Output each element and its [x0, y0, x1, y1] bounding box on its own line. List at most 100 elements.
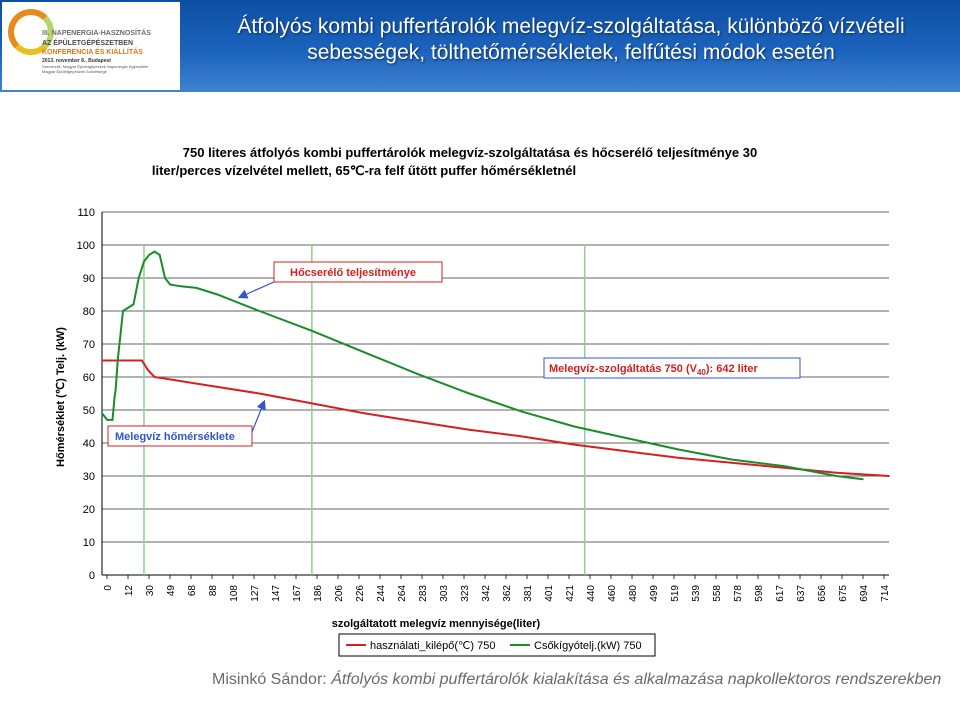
x-axis-ticks: 0 12 30 49 68 88 108 127 147 167 186 206 226 244 264 28… [103, 575, 891, 602]
x-tick-label: 283 [418, 585, 429, 602]
x-tick-label: 362 [502, 585, 513, 602]
data-point-series-2 [148, 254, 151, 256]
conference-logo: III. NAPENERGIA-HASZNOSÍTÁS AZ ÉPÜLETGÉP… [2, 2, 180, 90]
x-tick-label: 714 [880, 585, 891, 602]
data-point-series-1 [101, 359, 103, 362]
x-tick-label: 244 [376, 585, 387, 602]
x-tick-label: 578 [733, 585, 744, 602]
data-point-series-2 [415, 372, 418, 375]
data-point-series-1 [520, 435, 523, 438]
annotation-box-temperature [107, 425, 253, 447]
x-tick-label: 598 [754, 585, 765, 602]
data-point-series-2 [730, 458, 733, 461]
x-tick-label: 147 [271, 585, 282, 602]
x-tick-label: 127 [250, 585, 261, 602]
annotation-box-heat-exchanger [273, 261, 443, 283]
x-tick-label: 421 [565, 585, 576, 602]
x-tick-label: 460 [607, 585, 618, 602]
x-tick-label: 637 [796, 585, 807, 602]
x-tick-label: 226 [355, 585, 366, 602]
x-tick-label: 656 [817, 585, 828, 602]
data-point-series-2 [137, 277, 140, 279]
annotation-delivery: Melegvíz-szolgáltatás 750 (V40): 642 lit… [549, 363, 759, 377]
x-tick-label: 88 [208, 585, 219, 597]
data-point-series-2 [158, 254, 161, 256]
data-point-series-2 [678, 448, 680, 451]
data-point-series-1 [141, 359, 143, 362]
data-point-series-2 [106, 419, 109, 421]
data-point-series-2 [179, 285, 182, 288]
chart-panel: 750 literes átfolyós kombi puffertárolók… [44, 132, 910, 662]
x-tick-label: 264 [397, 585, 408, 602]
data-point-series-2 [468, 392, 471, 395]
x-tick-label: 558 [712, 585, 723, 602]
data-point-series-2 [311, 329, 313, 332]
y-axis-label: Hőmérséklet (℃) Telj. (kW) [55, 327, 67, 467]
logo-line-2: AZ ÉPÜLETGÉPÉSZETBEN [42, 40, 134, 47]
data-point-series-1 [206, 384, 208, 387]
chart-legend [338, 633, 656, 657]
legend-label-series-1: használati_kilépő(℃) 750 [370, 640, 495, 652]
data-point-series-2 [861, 478, 864, 481]
logo-line-1: III. NAPENERGIA-HASZNOSÍTÁS [42, 30, 151, 37]
y-tick-label: 30 [83, 471, 95, 483]
x-tick-label: 49 [166, 585, 177, 597]
data-point-series-2 [363, 351, 366, 354]
data-point-series-1 [573, 443, 576, 446]
line-chart: 750 literes átfolyós kombi puffertárolók… [55, 145, 891, 657]
annotation-arrow-heat-exchanger [237, 281, 275, 299]
x-tick-label: 0 [103, 585, 114, 591]
data-point-series-2 [625, 437, 628, 439]
x-tick-label: 30 [145, 585, 156, 597]
x-tick-label: 480 [628, 585, 639, 602]
y-tick-label: 80 [83, 306, 95, 318]
data-point-series-2 [195, 287, 198, 289]
data-point-series-2 [132, 303, 135, 306]
series-line-1 [102, 359, 890, 477]
data-point-series-1 [468, 428, 471, 431]
data-point-series-1 [888, 475, 890, 477]
chart-title-line-2: liter/perces vízelvétel mellett, 65℃-ra … [152, 163, 576, 178]
x-tick-label: 381 [523, 585, 534, 602]
y-tick-label: 40 [83, 438, 95, 450]
data-point-series-1 [147, 369, 150, 372]
data-point-series-2 [164, 277, 166, 279]
annotation-arrow-temperature [251, 399, 266, 433]
data-point-series-2 [113, 395, 116, 398]
logo-line-4: 2013. november 8., Budapest [42, 58, 111, 64]
annotation-temperature: Melegvíz hőmérséklete [115, 431, 235, 443]
y-tick-label: 20 [83, 504, 95, 516]
data-point-series-1 [415, 420, 418, 423]
y-tick-label: 70 [83, 339, 95, 351]
data-point-series-1 [153, 376, 156, 378]
x-tick-label: 440 [586, 585, 597, 602]
x-tick-label: 539 [691, 585, 702, 602]
annotation-delivery-main: Melegvíz-szolgáltatás 750 (V [549, 363, 698, 375]
y-tick-label: 0 [89, 570, 95, 582]
x-tick-label: 675 [838, 585, 849, 602]
data-point-series-2 [783, 465, 785, 467]
annotation-delivery-sub: 40 [697, 368, 706, 377]
y-axis-ticks: 0 10 20 30 40 50 60 70 80 90 100 110 [77, 207, 95, 582]
x-tick-label: 167 [292, 585, 303, 602]
x-tick-label: 694 [859, 585, 870, 602]
data-point-series-2 [116, 359, 119, 362]
data-point-series-2 [520, 410, 523, 413]
annotation-box-delivery [543, 357, 801, 379]
data-point-series-2 [169, 283, 172, 286]
data-point-series-1 [730, 461, 733, 464]
annotation-delivery-end: ): 642 liter [706, 363, 759, 375]
x-tick-label: 617 [775, 585, 786, 602]
data-point-series-1 [174, 379, 177, 382]
data-point-series-1 [311, 402, 313, 405]
footer-caption: Misinkó Sándor: Átfolyós kombi puffertár… [212, 671, 952, 689]
chart-gridlines [101, 211, 889, 576]
logo-emblem-icon [8, 9, 54, 55]
logo-line-3: KONFERENCIA ÉS KIÁLLÍTÁS [42, 49, 143, 56]
y-tick-label: 50 [83, 405, 95, 417]
legend-label-series-2: Csőkígyótelj.(kW) 750 [534, 640, 642, 652]
data-point-series-2 [143, 260, 145, 263]
x-tick-label: 186 [313, 585, 324, 602]
y-tick-label: 90 [83, 273, 95, 285]
data-point-series-1 [363, 412, 366, 415]
